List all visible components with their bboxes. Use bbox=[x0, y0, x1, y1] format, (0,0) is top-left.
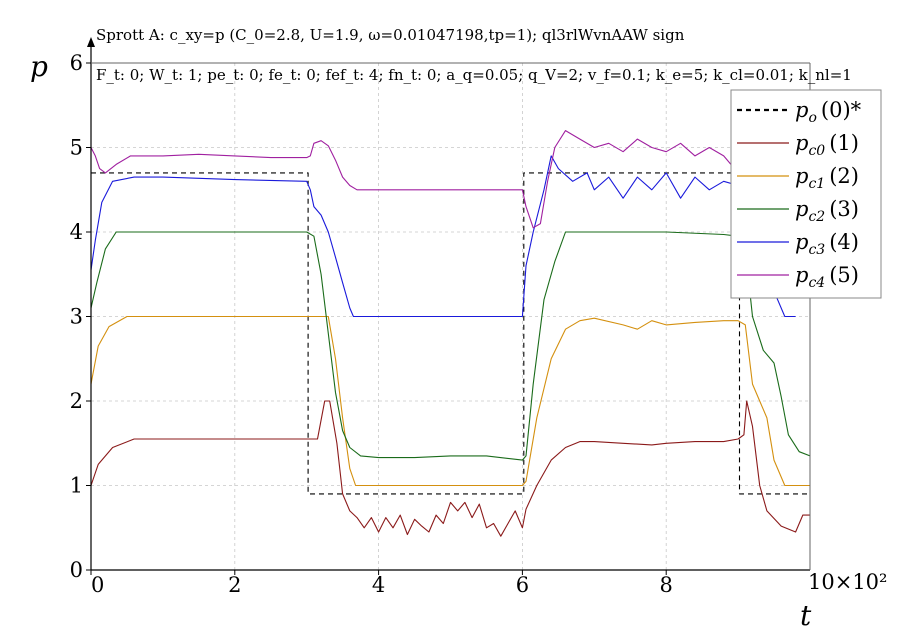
legend: po (0)* pc0 (1) pc1 (2) pc2 (3) pc3 (4) pc4 (5) bbox=[730, 89, 882, 299]
axes bbox=[87, 37, 811, 571]
x-tick-label-3: 6 bbox=[516, 573, 529, 597]
y-tick-label-2: 2 bbox=[70, 389, 83, 413]
x-tick-label-4: 8 bbox=[660, 573, 673, 597]
y-axis-arrow bbox=[87, 37, 95, 47]
series-layer bbox=[90, 130, 811, 537]
series-line-0 bbox=[91, 172, 810, 495]
params-line: F_t: 0; W_t: 1; pe_t: 0; fe_t: 0; fef_t:… bbox=[96, 66, 852, 84]
y-tick-label-1: 1 bbox=[70, 474, 83, 498]
legend-label-0: po (0)* bbox=[795, 98, 862, 126]
ticks: 0 2 4 6 8 0 1 2 3 4 5 6 bbox=[70, 51, 673, 597]
series-line-2 bbox=[90, 315, 810, 487]
legend-box bbox=[730, 89, 882, 299]
x-axis-title: t bbox=[800, 599, 812, 632]
series-line-4 bbox=[90, 155, 796, 318]
legend-label-2: pc1 (2) bbox=[795, 164, 859, 192]
y-axis-title: p bbox=[30, 50, 48, 83]
legend-label-1: pc0 (1) bbox=[795, 131, 859, 159]
series-line-1 bbox=[90, 400, 810, 537]
x-multiplier-label: 10×10² bbox=[808, 570, 887, 594]
x-tick-label-2: 4 bbox=[372, 573, 385, 597]
y-tick-label-6: 6 bbox=[70, 51, 83, 75]
x-tick-label-1: 2 bbox=[228, 573, 241, 597]
series-line-5 bbox=[90, 130, 768, 267]
legend-label-5: pc4 (5) bbox=[795, 263, 859, 291]
y-tick-label-4: 4 bbox=[70, 220, 83, 244]
legend-label-4: pc3 (4) bbox=[795, 230, 859, 258]
chart-title: Sprott A: c_xy=p (C_0=2.8, U=1.9, ω=0.01… bbox=[96, 26, 685, 44]
legend-label-3: pc2 (3) bbox=[795, 197, 859, 225]
y-tick-label-3: 3 bbox=[70, 305, 83, 329]
x-tick-label-0: 0 bbox=[91, 573, 104, 597]
series-line-3 bbox=[90, 231, 811, 461]
y-tick-label-5: 5 bbox=[70, 136, 83, 160]
y-tick-label-0: 0 bbox=[70, 558, 83, 582]
